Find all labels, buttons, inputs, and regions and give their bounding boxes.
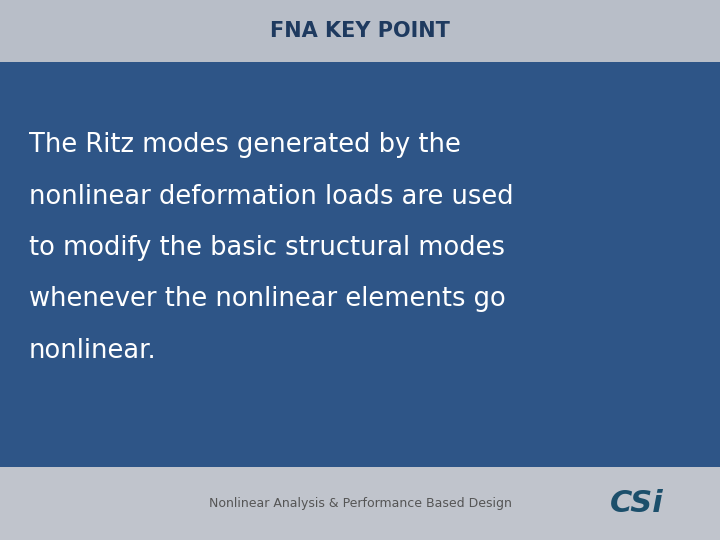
Text: The Ritz modes generated by the: The Ritz modes generated by the	[29, 132, 461, 158]
Text: Nonlinear Analysis & Performance Based Design: Nonlinear Analysis & Performance Based D…	[209, 497, 511, 510]
Text: whenever the nonlinear elements go: whenever the nonlinear elements go	[29, 286, 505, 312]
FancyBboxPatch shape	[0, 0, 720, 62]
Text: CSi: CSi	[611, 489, 664, 518]
Text: nonlinear deformation loads are used: nonlinear deformation loads are used	[29, 184, 513, 210]
FancyBboxPatch shape	[0, 62, 720, 467]
FancyBboxPatch shape	[0, 467, 720, 540]
Text: FNA KEY POINT: FNA KEY POINT	[270, 21, 450, 41]
Text: nonlinear.: nonlinear.	[29, 338, 156, 363]
Text: to modify the basic structural modes: to modify the basic structural modes	[29, 235, 505, 261]
